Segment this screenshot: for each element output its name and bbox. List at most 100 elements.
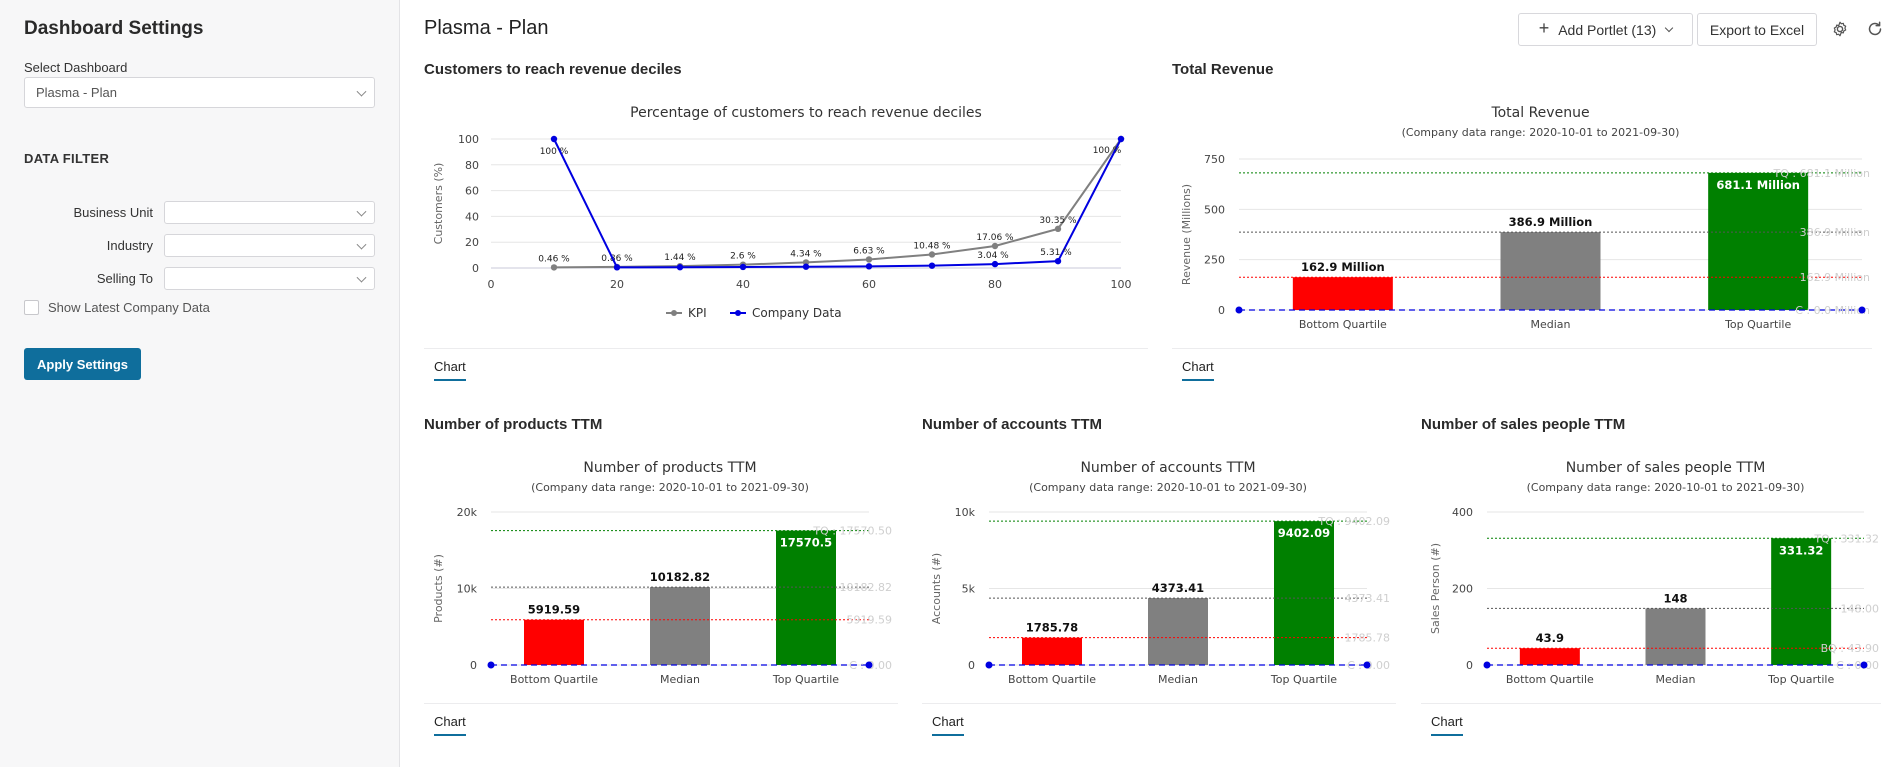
- chevron-down-icon: [356, 86, 367, 97]
- company-point: [676, 264, 684, 271]
- data-label: 1.44 %: [664, 253, 696, 263]
- portlet-title-salespeople: Number of sales people TTM: [1421, 416, 1626, 433]
- data-label: 3.04 %: [977, 251, 1009, 261]
- bar-median: [650, 587, 710, 665]
- business-unit-select[interactable]: [164, 201, 375, 224]
- latest-data-checkbox[interactable]: [24, 300, 39, 315]
- chevron-down-icon: [356, 239, 367, 250]
- chart-title: Number of sales people TTM: [1566, 460, 1766, 476]
- dashboard-select[interactable]: Plasma - Plan: [24, 77, 375, 108]
- reference-label: 1785.78: [1345, 632, 1391, 645]
- deciles-line-chart: Percentage of customers to reach revenue…: [432, 105, 1132, 320]
- y-axis-label: Products (#): [432, 554, 445, 623]
- bar-median: [1500, 232, 1601, 310]
- y-axis-label: Sales Person (#): [1429, 543, 1442, 634]
- x-tick-label: Median: [1158, 673, 1198, 686]
- settings-icon[interactable]: [1831, 20, 1849, 38]
- y-axis-label: Customers (%): [432, 163, 445, 245]
- reference-label: 5919.59: [847, 614, 893, 627]
- company-marker: [1858, 306, 1866, 314]
- x-tick-label: Bottom Quartile: [1299, 318, 1387, 331]
- refresh-icon[interactable]: [1866, 20, 1884, 38]
- revenue-tabbar: Chart: [1172, 348, 1872, 386]
- y-tick-label: 500: [1204, 203, 1225, 216]
- x-tick-label: Median: [660, 673, 700, 686]
- company-point: [802, 263, 810, 270]
- chart-title: Number of accounts TTM: [1080, 460, 1255, 476]
- y-tick-label: 250: [1204, 254, 1225, 267]
- data-label: 6.63 %: [853, 246, 885, 256]
- export-excel-button[interactable]: Export to Excel: [1697, 13, 1817, 46]
- industry-select[interactable]: [164, 234, 375, 257]
- reference-label: C : 0.0 Million: [1795, 304, 1870, 317]
- chart-subtitle: (Company data range: 2020-10-01 to 2021-…: [1527, 481, 1805, 494]
- data-label: 17.06 %: [976, 233, 1014, 243]
- kpi-point: [550, 264, 558, 271]
- data-label: 30.35 %: [1039, 216, 1077, 226]
- latest-data-option[interactable]: Show Latest Company Data: [24, 300, 210, 315]
- tab-chart[interactable]: Chart: [434, 704, 466, 736]
- company-point: [613, 264, 621, 271]
- select-dashboard-label: Select Dashboard: [24, 60, 128, 75]
- x-tick-label: 40: [736, 278, 750, 291]
- reference-label: TQ : 331.32: [1813, 532, 1879, 545]
- y-tick-label: 0: [968, 659, 975, 672]
- company-point: [739, 263, 747, 271]
- business-unit-label: Business Unit: [73, 205, 153, 220]
- company-point: [991, 260, 999, 268]
- y-tick-label: 0: [472, 262, 479, 275]
- tab-active-indicator: [1431, 734, 1463, 736]
- data-label: 100 %: [1093, 146, 1122, 156]
- company-marker: [985, 661, 993, 669]
- bar-bottom-quartile: [1022, 637, 1082, 665]
- selling-to-label: Selling To: [96, 271, 153, 286]
- x-tick-label: 80: [988, 278, 1002, 291]
- x-tick-label: Top Quartile: [772, 673, 839, 686]
- data-label: 4.34 %: [790, 249, 822, 259]
- data-filter-heading: DATA FILTER: [24, 151, 110, 166]
- bar-top-quartile: [1274, 521, 1334, 665]
- settings-sidebar: Dashboard Settings Select Dashboard Plas…: [0, 0, 400, 767]
- selling-to-select[interactable]: [164, 267, 375, 290]
- add-portlet-button[interactable]: + Add Portlet (13): [1518, 13, 1693, 46]
- y-tick-label: 200: [1452, 583, 1473, 596]
- apply-settings-button[interactable]: Apply Settings: [24, 348, 141, 380]
- tab-chart[interactable]: Chart: [932, 704, 964, 736]
- reference-label: C : 0.00: [1836, 659, 1879, 672]
- tab-active-indicator: [434, 734, 466, 736]
- tab-chart[interactable]: Chart: [1431, 704, 1463, 736]
- page-title: Plasma - Plan: [424, 17, 549, 39]
- data-label: 5919.59: [528, 603, 580, 617]
- tab-active-indicator: [434, 379, 466, 381]
- y-tick-label: 20k: [457, 506, 478, 519]
- y-tick-label: 0: [470, 659, 477, 672]
- data-label: 0.86 %: [601, 254, 633, 264]
- data-label: 1785.78: [1026, 621, 1078, 635]
- tab-chart[interactable]: Chart: [434, 349, 466, 381]
- x-tick-label: 0: [488, 278, 495, 291]
- latest-data-label: Show Latest Company Data: [48, 300, 210, 315]
- data-label: 331.32: [1779, 543, 1823, 557]
- data-label: 5.31 %: [1040, 248, 1072, 258]
- x-tick-label: Top Quartile: [1724, 318, 1791, 331]
- legend-marker: [735, 310, 741, 316]
- tab-chart[interactable]: Chart: [1182, 349, 1214, 381]
- x-tick-label: 100: [1111, 278, 1132, 291]
- x-tick-label: 60: [862, 278, 876, 291]
- data-label: 9402.09: [1278, 526, 1330, 540]
- company-marker: [1363, 661, 1371, 669]
- company-point: [550, 135, 558, 143]
- bar-bottom-quartile: [524, 619, 584, 665]
- bar-top-quartile: [1708, 172, 1809, 310]
- portlet-title-deciles: Customers to reach revenue deciles: [424, 61, 682, 78]
- legend-marker: [671, 310, 677, 316]
- kpi-series-line: [553, 138, 1122, 269]
- company-marker: [865, 661, 873, 669]
- bar-bottom-quartile: [1292, 277, 1393, 310]
- y-tick-label: 40: [465, 210, 479, 223]
- industry-label: Industry: [106, 238, 153, 253]
- y-tick-label: 0: [1218, 304, 1225, 317]
- kpi-point: [865, 256, 873, 263]
- chart-subtitle: (Company data range: 2020-10-01 to 2021-…: [531, 481, 809, 494]
